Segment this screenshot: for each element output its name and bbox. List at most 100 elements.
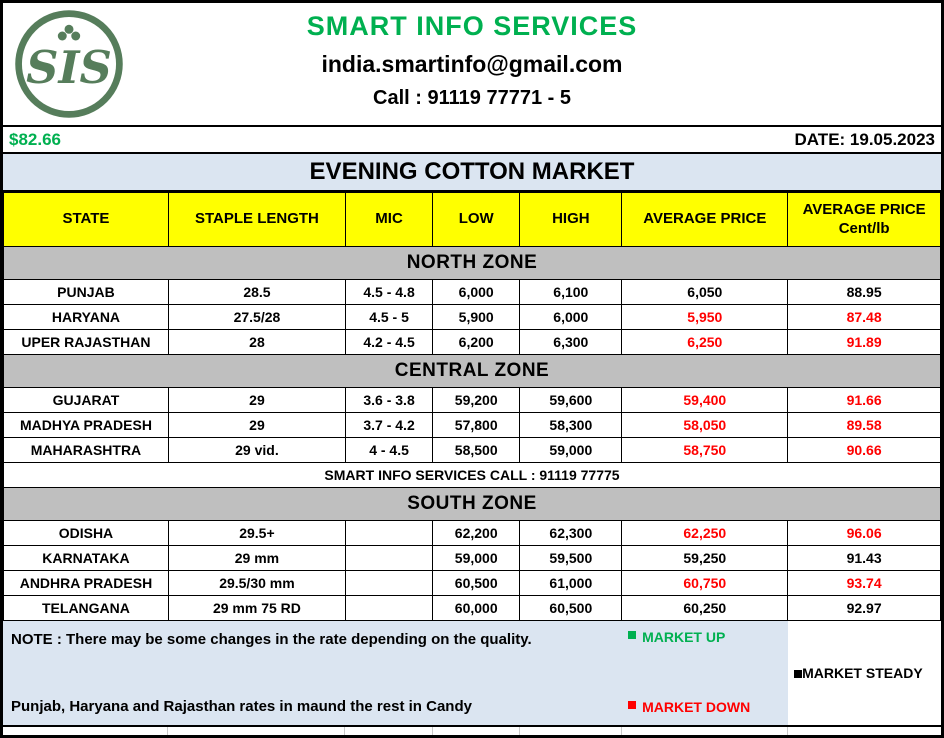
cell-average-price: 5,950 (621, 304, 789, 330)
legend-label-steady: MARKET STEADY (802, 665, 923, 681)
table-row: UPER RAJASTHAN 28 4.2 - 4.5 6,200 6,300 6,250… (3, 329, 941, 355)
cell-average-price-cent: 92.97 (787, 595, 941, 621)
market-down-icon (628, 701, 637, 709)
cell-state: TELANGANA (3, 595, 169, 621)
table-row: TELANGANA 29 mm 75 RD 60,000 60,500 60,250 92… (3, 595, 941, 621)
page-title: SMART INFO SERVICES (306, 11, 638, 41)
cell-state: HARYANA (3, 304, 169, 330)
table-row: ANDHRA PRADESH 29.5/30 mm 60,500 61,000 60,7… (3, 570, 941, 596)
cell-average-price-cent: 89.58 (787, 412, 941, 438)
cell-average-price: 60,250 (621, 595, 789, 621)
cell-staple-length: 29 mm (167, 545, 346, 571)
cell-average-price-cent: 91.43 (787, 545, 941, 571)
table-row: PUNJAB 28.5 4.5 - 4.8 6,000 6,100 6,050 88.95 (3, 279, 941, 305)
footer-notes: NOTE : There may be some changes in the … (3, 621, 623, 725)
cell-high: 61,000 (519, 570, 623, 596)
cell-mic: 4.5 - 5 (344, 304, 434, 330)
cell-average-price: 60,750 (621, 570, 789, 596)
market-steady-icon (794, 670, 803, 678)
footer: NOTE : There may be some changes in the … (3, 621, 941, 727)
column-header-line2: Cent/lb (838, 219, 890, 237)
cell-mic (344, 520, 434, 546)
note-line-2: Punjab, Haryana and Rajasthan rates in m… (11, 698, 472, 715)
column-header-mic: MIC (344, 192, 434, 247)
cell-average-price: 6,050 (621, 279, 789, 305)
cell-high: 59,500 (519, 545, 623, 571)
cell-mic (344, 570, 434, 596)
cell-high: 59,600 (519, 387, 623, 413)
legend-label-up: MARKET UP (642, 629, 726, 645)
cell-low: 57,800 (432, 412, 521, 438)
footer-legend: MARKET UP MARKET DOWN (622, 621, 789, 725)
cell-average-price: 62,250 (621, 520, 789, 546)
cell-mic (344, 545, 434, 571)
cell-average-price-cent: 88.95 (787, 279, 941, 305)
cell-average-price-cent: 87.48 (787, 304, 941, 330)
cell-staple-length: 28 (167, 329, 346, 355)
column-header-staple-length: STAPLE LENGTH (167, 192, 346, 247)
cell-state: ANDHRA PRADESH (3, 570, 169, 596)
cell-low: 6,000 (432, 279, 521, 305)
price-ticker: $82.66 (9, 129, 61, 149)
zone-row: NORTH ZONE (3, 246, 941, 280)
column-header-high: HIGH (519, 192, 623, 247)
table-row: GUJARAT 29 3.6 - 3.8 59,200 59,600 59,400 91.6… (3, 387, 941, 413)
legend-market-steady: MARKET STEADY (788, 621, 941, 725)
column-header-average-price: AVERAGE PRICE (621, 192, 789, 247)
cell-high: 60,500 (519, 595, 623, 621)
cell-state: GUJARAT (3, 387, 169, 413)
column-header-row: STATE STAPLE LENGTH MIC LOW HIGH AVERAGE… (3, 192, 941, 247)
cell-staple-length: 29 (167, 387, 346, 413)
cell-average-price-cent: 96.06 (787, 520, 941, 546)
ticker-row: $82.66 DATE: 19.05.2023 (3, 125, 941, 154)
column-header-line1: AVERAGE PRICE (802, 200, 926, 218)
cell-average-price-cent: 91.89 (787, 329, 941, 355)
cell-mic: 4.2 - 4.5 (344, 329, 434, 355)
cell-low: 59,000 (432, 545, 521, 571)
zone-banner: NORTH ZONE (3, 246, 941, 280)
market-table: STATE STAPLE LENGTH MIC LOW HIGH AVERAGE… (3, 192, 941, 621)
cell-average-price-cent: 90.66 (787, 437, 941, 463)
cell-staple-length: 29 (167, 412, 346, 438)
cell-average-price: 6,250 (621, 329, 789, 355)
cell-high: 6,300 (519, 329, 623, 355)
empty-grid-strip (3, 727, 941, 735)
zone-row: CENTRAL ZONE (3, 354, 941, 388)
column-header-state: STATE (3, 192, 169, 247)
cell-high: 58,300 (519, 412, 623, 438)
cell-average-price: 59,400 (621, 387, 789, 413)
cell-low: 5,900 (432, 304, 521, 330)
market-up-icon (628, 631, 637, 639)
cell-mic (344, 595, 434, 621)
cell-staple-length: 29.5/30 mm (167, 570, 346, 596)
mid-note-row: SMART INFO SERVICES CALL : 91119 77775 (3, 462, 941, 488)
legend-label-down: MARKET DOWN (642, 699, 751, 715)
mid-note: SMART INFO SERVICES CALL : 91119 77775 (3, 462, 941, 488)
cell-low: 59,200 (432, 387, 521, 413)
legend-market-up: MARKET UP (628, 629, 788, 645)
cell-high: 59,000 (519, 437, 623, 463)
cell-state: MADHYA PRADESH (3, 412, 169, 438)
zone-banner: CENTRAL ZONE (3, 354, 941, 388)
cell-high: 6,000 (519, 304, 623, 330)
cell-low: 60,500 (432, 570, 521, 596)
cell-average-price-cent: 91.66 (787, 387, 941, 413)
header-text: SMART INFO SERVICES india.smartinfo@gmai… (3, 3, 941, 110)
sis-logo-icon: SIS (13, 8, 125, 120)
market-table-body: NORTH ZONE PUNJAB 28.5 4.5 - 4.8 6,000 6,100 6… (3, 246, 941, 621)
cell-low: 58,500 (432, 437, 521, 463)
market-banner: EVENING COTTON MARKET (3, 154, 941, 192)
cell-low: 62,200 (432, 520, 521, 546)
cell-staple-length: 29 mm 75 RD (167, 595, 346, 621)
cell-state: MAHARASHTRA (3, 437, 169, 463)
cell-staple-length: 27.5/28 (167, 304, 346, 330)
table-row: MAHARASHTRA 29 vid. 4 - 4.5 58,500 59,000 58,… (3, 437, 941, 463)
zone-row: SOUTH ZONE (3, 487, 941, 521)
cell-staple-length: 28.5 (167, 279, 346, 305)
email-text: india.smartinfo@gmail.com (321, 51, 623, 77)
note-line-1: NOTE : There may be some changes in the … (11, 631, 532, 648)
cell-average-price: 59,250 (621, 545, 789, 571)
cell-mic: 3.7 - 4.2 (344, 412, 434, 438)
cell-state: UPER RAJASTHAN (3, 329, 169, 355)
